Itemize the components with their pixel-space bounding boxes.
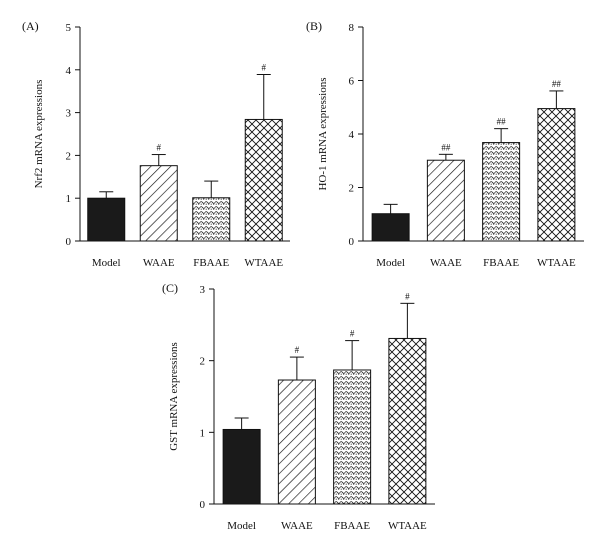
bar bbox=[482, 142, 521, 242]
bar bbox=[192, 197, 231, 242]
y-axis-title: GST mRNA expressions bbox=[168, 342, 180, 451]
y-axis-title: HO-1 mRNA expressions bbox=[317, 77, 329, 190]
significance-marker: ## bbox=[441, 142, 451, 152]
panel-label: (B) bbox=[306, 19, 322, 33]
x-tick-label: FBAAE bbox=[334, 520, 370, 532]
x-tick-label: FBAAE bbox=[193, 257, 229, 269]
y-tick-label: 4 bbox=[66, 65, 72, 77]
bar bbox=[87, 197, 126, 242]
y-tick-label: 0 bbox=[200, 499, 206, 511]
y-tick-label: 3 bbox=[66, 108, 72, 120]
x-tick-label: WTAAE bbox=[388, 520, 427, 532]
bar bbox=[371, 213, 410, 242]
x-tick-label: Model bbox=[92, 257, 121, 269]
y-tick-label: 0 bbox=[66, 236, 72, 248]
bar bbox=[222, 428, 261, 505]
y-tick-label: 8 bbox=[349, 22, 355, 34]
significance-marker: # bbox=[262, 63, 267, 73]
bar bbox=[537, 108, 576, 242]
bar bbox=[244, 118, 283, 242]
y-tick-label: 4 bbox=[349, 129, 355, 141]
significance-marker: ## bbox=[497, 117, 507, 127]
y-tick-label: 2 bbox=[200, 356, 206, 368]
bar bbox=[426, 159, 465, 242]
x-tick-label: WTAAE bbox=[537, 257, 576, 269]
y-tick-label: 2 bbox=[349, 183, 355, 195]
y-tick-label: 1 bbox=[200, 427, 206, 439]
y-tick-label: 0 bbox=[349, 236, 355, 248]
y-tick-label: 3 bbox=[200, 284, 206, 296]
bar bbox=[139, 165, 178, 242]
x-tick-label: WTAAE bbox=[244, 257, 283, 269]
significance-marker: ## bbox=[552, 79, 562, 89]
significance-marker: # bbox=[350, 329, 355, 339]
significance-marker: # bbox=[157, 143, 162, 153]
chart-panel-c: (C) 0 1 2 3 GST mRNA expressions Model # WAAE # FB… bbox=[162, 281, 435, 532]
x-tick-label: WAAE bbox=[143, 257, 175, 269]
y-tick-label: 1 bbox=[66, 193, 72, 205]
x-tick-label: WAAE bbox=[281, 520, 313, 532]
significance-marker: # bbox=[295, 345, 300, 355]
bar bbox=[388, 337, 427, 505]
bar bbox=[277, 379, 316, 505]
significance-marker: # bbox=[405, 291, 410, 301]
y-tick-label: 5 bbox=[66, 22, 72, 34]
panel-label: (A) bbox=[22, 19, 39, 33]
x-tick-label: WAAE bbox=[430, 257, 462, 269]
panel-label: (C) bbox=[162, 281, 178, 295]
y-axis-title: Nrf2 mRNA expressions bbox=[33, 80, 45, 189]
chart-panel-b: (B) 0 2 4 6 8 HO-1 mRNA expressions Model ## WAAE… bbox=[306, 19, 584, 269]
x-tick-label: Model bbox=[376, 257, 405, 269]
bar bbox=[333, 369, 372, 505]
chart-panel-a: (A) 0 1 2 3 4 5 Nrf2 mRNA expressions Model # WAAE… bbox=[22, 19, 290, 269]
x-tick-label: Model bbox=[227, 520, 256, 532]
x-tick-label: FBAAE bbox=[483, 257, 519, 269]
y-tick-label: 2 bbox=[66, 150, 72, 162]
y-tick-label: 6 bbox=[349, 76, 355, 88]
